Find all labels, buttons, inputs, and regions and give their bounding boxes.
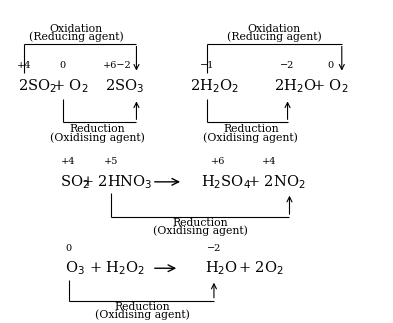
Text: +4: +4 bbox=[61, 157, 76, 166]
Text: −1: −1 bbox=[200, 61, 214, 70]
Text: (Oxidising agent): (Oxidising agent) bbox=[203, 132, 298, 142]
Text: (Reducing agent): (Reducing agent) bbox=[29, 31, 124, 42]
Text: 2SO$_2$: 2SO$_2$ bbox=[18, 77, 57, 95]
Text: +4: +4 bbox=[262, 157, 277, 166]
Text: (Oxidising agent): (Oxidising agent) bbox=[50, 132, 145, 142]
Text: Reduction: Reduction bbox=[173, 218, 228, 228]
Text: Reduction: Reduction bbox=[223, 124, 279, 134]
Text: 0: 0 bbox=[66, 244, 72, 253]
Text: + O$_2$: + O$_2$ bbox=[312, 77, 348, 95]
Text: +5: +5 bbox=[104, 157, 118, 166]
Text: Oxidation: Oxidation bbox=[50, 24, 103, 34]
Text: SO$_2$: SO$_2$ bbox=[60, 173, 89, 191]
Text: H$_2$O: H$_2$O bbox=[205, 259, 238, 277]
Text: 2SO$_3$: 2SO$_3$ bbox=[105, 77, 144, 95]
Text: −2: −2 bbox=[280, 61, 295, 70]
Text: O$_3$: O$_3$ bbox=[64, 259, 84, 277]
Text: +6: +6 bbox=[211, 157, 225, 166]
Text: Reduction: Reduction bbox=[70, 124, 125, 134]
Text: (Oxidising agent): (Oxidising agent) bbox=[95, 309, 190, 320]
Text: + 2NO$_2$: + 2NO$_2$ bbox=[247, 173, 305, 191]
Text: + 2O$_2$: + 2O$_2$ bbox=[237, 259, 283, 277]
Text: Oxidation: Oxidation bbox=[248, 24, 301, 34]
Text: (Reducing agent): (Reducing agent) bbox=[227, 31, 321, 42]
Text: +4: +4 bbox=[17, 61, 31, 70]
Text: −2: −2 bbox=[207, 244, 221, 253]
Text: +6−2: +6−2 bbox=[103, 61, 131, 70]
Text: + H$_2$O$_2$: + H$_2$O$_2$ bbox=[89, 259, 145, 277]
Text: + O$_2$: + O$_2$ bbox=[52, 77, 89, 95]
Text: 0: 0 bbox=[327, 61, 333, 70]
Text: (Oxidising agent): (Oxidising agent) bbox=[153, 226, 248, 236]
Text: 0: 0 bbox=[60, 61, 66, 70]
Text: 2H$_2$O$_2$: 2H$_2$O$_2$ bbox=[189, 77, 238, 95]
Text: Reduction: Reduction bbox=[114, 302, 170, 312]
Text: H$_2$SO$_4$: H$_2$SO$_4$ bbox=[200, 173, 250, 191]
Text: 2H$_2$O: 2H$_2$O bbox=[274, 77, 316, 95]
Text: + 2HNO$_3$: + 2HNO$_3$ bbox=[81, 173, 153, 191]
